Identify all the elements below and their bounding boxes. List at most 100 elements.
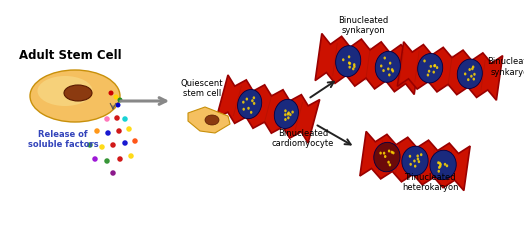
Ellipse shape [289,114,292,117]
Ellipse shape [423,60,426,63]
Ellipse shape [30,71,120,123]
Polygon shape [315,34,421,95]
Ellipse shape [288,112,290,115]
Ellipse shape [104,117,110,122]
Ellipse shape [467,79,470,82]
Ellipse shape [104,158,110,164]
Ellipse shape [38,77,93,106]
Text: Trinucleated
heterokaryon: Trinucleated heterokaryon [402,172,458,191]
Ellipse shape [291,111,294,114]
Ellipse shape [430,65,432,68]
Ellipse shape [433,65,435,68]
Ellipse shape [414,165,417,168]
Ellipse shape [117,98,123,103]
Ellipse shape [428,70,430,73]
Ellipse shape [436,67,439,70]
Ellipse shape [384,155,387,158]
Ellipse shape [388,74,390,77]
Ellipse shape [64,86,92,101]
Ellipse shape [353,66,356,69]
Ellipse shape [470,75,473,78]
Ellipse shape [389,164,391,167]
Ellipse shape [417,158,419,161]
Ellipse shape [348,63,351,66]
Text: Binucleated
synkaryon: Binucleated synkaryon [338,16,388,35]
Ellipse shape [114,116,120,121]
Ellipse shape [348,62,351,65]
Ellipse shape [409,163,412,166]
Ellipse shape [438,170,440,173]
Ellipse shape [115,103,121,108]
Text: Adult Stem Cell: Adult Stem Cell [19,49,122,62]
Ellipse shape [117,157,123,162]
Ellipse shape [430,150,456,180]
Text: Quiescent
stem cell: Quiescent stem cell [181,78,223,98]
Ellipse shape [110,171,116,176]
Ellipse shape [246,98,248,101]
Ellipse shape [94,129,100,134]
Ellipse shape [247,107,250,110]
Ellipse shape [88,143,93,148]
Ellipse shape [389,62,391,65]
Ellipse shape [126,127,132,132]
Ellipse shape [438,166,441,169]
Ellipse shape [439,162,441,165]
Ellipse shape [287,117,290,120]
Ellipse shape [284,114,287,117]
Ellipse shape [391,69,394,72]
Ellipse shape [243,108,245,111]
Ellipse shape [391,70,394,73]
Ellipse shape [439,163,442,166]
Ellipse shape [287,113,289,116]
Ellipse shape [434,65,436,68]
Ellipse shape [417,155,419,158]
Ellipse shape [439,165,441,168]
Ellipse shape [468,69,471,72]
Text: Binucleated
synkaryon: Binucleated synkaryon [487,57,524,76]
Ellipse shape [444,163,446,166]
Ellipse shape [420,153,422,156]
Ellipse shape [132,139,138,144]
Text: Release of
soluble factors: Release of soluble factors [28,129,99,149]
Ellipse shape [353,64,355,67]
Ellipse shape [446,165,448,168]
Ellipse shape [409,155,411,158]
Ellipse shape [383,152,385,155]
Ellipse shape [384,57,386,60]
Ellipse shape [253,97,255,100]
Ellipse shape [348,66,351,69]
Ellipse shape [427,74,429,77]
Ellipse shape [352,68,355,71]
Ellipse shape [379,152,382,155]
Ellipse shape [284,110,287,113]
Ellipse shape [392,152,395,155]
Ellipse shape [108,91,114,96]
Ellipse shape [472,66,474,69]
Polygon shape [188,108,230,134]
Ellipse shape [413,160,416,163]
Ellipse shape [383,70,385,73]
Ellipse shape [374,143,400,172]
Ellipse shape [457,60,483,89]
Ellipse shape [116,129,122,134]
Ellipse shape [348,56,351,59]
Ellipse shape [432,71,435,74]
Ellipse shape [471,68,474,71]
Ellipse shape [237,90,261,119]
Ellipse shape [375,52,400,83]
Ellipse shape [242,101,245,104]
Polygon shape [216,76,320,143]
Ellipse shape [387,161,390,164]
Ellipse shape [336,46,361,77]
Ellipse shape [418,54,443,84]
Ellipse shape [473,74,476,76]
Ellipse shape [128,154,134,159]
Text: Binucleated
cardiomyocyte: Binucleated cardiomyocyte [272,128,334,147]
Ellipse shape [122,141,128,146]
Ellipse shape [114,95,118,100]
Ellipse shape [342,59,344,62]
Ellipse shape [122,117,128,122]
Ellipse shape [105,131,111,136]
Ellipse shape [205,115,219,125]
Ellipse shape [274,100,299,129]
